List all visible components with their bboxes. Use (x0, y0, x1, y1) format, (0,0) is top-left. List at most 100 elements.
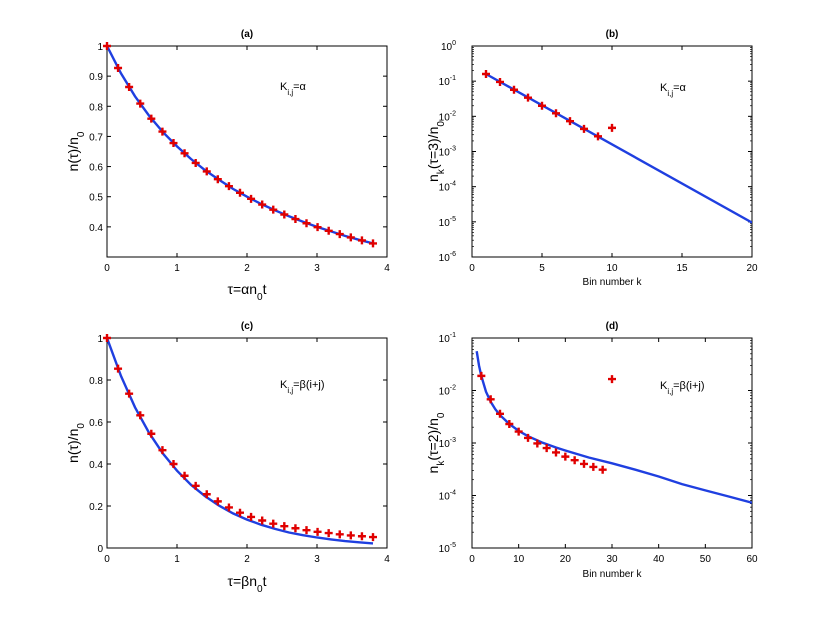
data-point-marker (346, 233, 355, 242)
y-tick-label: 10-3 (439, 146, 456, 159)
data-point-marker (524, 433, 532, 442)
data-point-marker (247, 194, 256, 203)
data-point-marker (180, 471, 189, 480)
chart-title: (b) (606, 29, 619, 40)
x-tick-label: 1 (174, 263, 180, 274)
x-axis-label: τ=βn0t (227, 573, 266, 595)
x-tick-label: 0 (104, 263, 110, 274)
data-point-marker (598, 465, 607, 474)
data-point-marker (302, 526, 311, 535)
data-point-marker (180, 149, 189, 158)
data-point-marker (570, 456, 579, 465)
data-point-marker (191, 158, 200, 167)
data-point-marker (169, 460, 178, 468)
y-tick-label: 10-6 (439, 251, 456, 264)
data-point-marker (524, 93, 532, 102)
chart-title: (d) (606, 321, 619, 332)
y-tick-label: 100 (441, 40, 456, 53)
data-point-marker (369, 239, 377, 248)
series-line-analytic (107, 46, 374, 245)
data-point-marker (346, 531, 355, 540)
y-tick-label: 10-2 (439, 110, 456, 123)
data-point-marker (136, 99, 145, 108)
data-point-marker (482, 69, 490, 78)
data-point-marker (357, 236, 366, 245)
data-point-marker (125, 389, 134, 398)
axes-box (106, 337, 388, 549)
x-tick-label: 0 (104, 554, 110, 565)
axes-box (471, 45, 753, 258)
data-point-marker (324, 529, 333, 538)
x-axis-label: Bin number k (583, 277, 643, 288)
data-point-marker (302, 219, 311, 228)
data-point-marker (147, 114, 156, 123)
data-point-marker (114, 364, 123, 373)
x-tick-label: 5 (539, 263, 545, 274)
y-tick-label: 1 (97, 334, 103, 345)
data-point-marker (486, 395, 495, 404)
data-point-marker (533, 439, 542, 448)
panel-b: 0 5 10 15 20 10-6 10-5 10-4 10-3 10-2 10-1 100 (b) Bi… (425, 29, 758, 288)
data-point-marker (313, 223, 322, 232)
y-tick-label: 10-3 (439, 437, 456, 450)
x-tick-label: 60 (746, 554, 758, 565)
x-axis-label: τ=αn0t (227, 281, 266, 303)
y-tick-label: 0.4 (89, 460, 103, 471)
data-point-marker (357, 532, 366, 541)
data-point-marker (335, 530, 344, 539)
kernel-annotation: Ki,j=α (660, 82, 687, 98)
y-tick-label: 10-1 (439, 75, 456, 88)
x-tick-label: 4 (384, 263, 390, 274)
y-tick-label: 0.9 (89, 72, 103, 83)
y-tick-label: 10-5 (439, 216, 456, 229)
data-point-marker (169, 139, 178, 148)
data-point-marker (258, 516, 267, 525)
y-axis-label: n(τ)/n0 (65, 131, 87, 171)
data-point-marker (552, 109, 560, 118)
data-point-marker (510, 85, 518, 94)
kernel-annotation: Ki,j=β(i+j) (280, 379, 325, 395)
data-point-marker (202, 490, 211, 499)
y-tick-label: 0.4 (89, 223, 103, 234)
data-point-marker (313, 527, 322, 536)
y-tick-label: 0.6 (89, 418, 103, 429)
x-tick-label: 2 (244, 263, 250, 274)
data-point-marker (258, 200, 267, 209)
x-tick-label: 2 (244, 554, 250, 565)
y-tick-label: 10-2 (439, 385, 456, 398)
y-tick-label: 0.2 (89, 502, 103, 513)
y-axis-label: nk(τ=2)/n0 (425, 412, 447, 473)
y-tick-label: 1 (97, 42, 103, 53)
y-tick-label: 0.6 (89, 163, 103, 174)
data-point-marker (158, 127, 167, 136)
x-tick-label: 0 (469, 554, 475, 565)
data-point-marker (280, 522, 289, 531)
data-point-marker (247, 512, 256, 521)
x-tick-label: 0 (469, 263, 475, 274)
data-point-marker (561, 452, 570, 461)
y-tick-label: 10-4 (439, 490, 456, 503)
axes-box (106, 45, 388, 258)
x-tick-label: 20 (560, 554, 572, 565)
data-point-marker (594, 132, 602, 141)
y-tick-label: 0.8 (89, 376, 103, 387)
x-tick-label: 15 (676, 263, 688, 274)
data-point-marker (136, 411, 145, 420)
data-point-marker (608, 123, 616, 132)
data-point-marker (589, 462, 598, 471)
data-point-marker (369, 533, 377, 542)
data-point-marker (158, 446, 167, 455)
data-point-marker (566, 117, 574, 126)
y-axis-label: nk(τ=3)/n0 (425, 121, 447, 182)
data-point-marker (103, 334, 111, 342)
data-point-marker (580, 124, 588, 133)
panel-d: 0 10 20 30 40 50 60 10-5 10-4 10-3 10-2 10-1 (d) Bin … (425, 321, 758, 580)
x-tick-label: 1 (174, 554, 180, 565)
data-point-marker (269, 205, 278, 214)
x-axis-label: Bin number k (583, 569, 643, 580)
y-tick-label: 10-4 (439, 181, 456, 194)
data-point-marker (202, 167, 211, 176)
y-tick-label: 0 (97, 544, 103, 555)
data-point-marker (213, 497, 222, 506)
